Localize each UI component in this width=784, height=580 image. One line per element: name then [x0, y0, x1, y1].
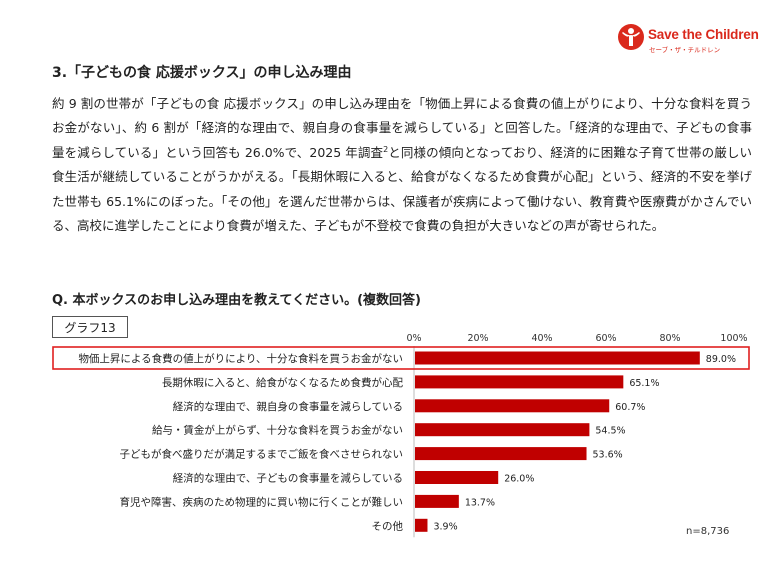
x-tick-label: 20%: [467, 333, 488, 344]
bar: [415, 351, 700, 365]
x-tick-label: 100%: [720, 333, 747, 344]
bar: [415, 375, 624, 389]
highlight-frame: [52, 346, 750, 370]
data-label: 3.9%: [433, 521, 457, 532]
bar: [415, 494, 459, 508]
save-the-children-logo: Save the Children セーブ・ザ・チルドレン: [618, 24, 768, 58]
sample-size-note: n=8,736: [686, 526, 730, 537]
category-label: 育児や障害、疾病のため物理的に買い物に行くことが難しい: [120, 495, 404, 508]
body-paragraph: 約 9 割の世帯が「子どもの食 応援ボックス」の申し込み理由を「物価上昇による食…: [52, 92, 752, 238]
question-heading: Q. 本ボックスのお申し込み理由を教えてください。(複数回答): [52, 293, 421, 308]
bar: [415, 423, 590, 437]
bar: [415, 471, 499, 484]
x-tick-label: 60%: [595, 333, 616, 344]
logo-subtext: セーブ・ザ・チルドレン: [649, 46, 721, 54]
data-label: 65.1%: [629, 378, 659, 389]
data-label: 26.0%: [504, 474, 534, 485]
logo-mark-icon: [618, 24, 644, 50]
category-label: 経済的な理由で、子どもの食事量を減らしている: [173, 472, 403, 485]
body-text-part1: 約 9 割の世帯が「子どもの食 応援ボックス」の申し込み理由を「物価上昇による食…: [52, 96, 752, 160]
data-label: 60.7%: [615, 402, 645, 413]
bar: [415, 518, 428, 532]
x-tick-label: 0%: [406, 333, 421, 344]
footnote-ref: 2: [383, 144, 389, 154]
data-label: 89.0%: [706, 354, 736, 365]
bar: [415, 399, 610, 413]
body-text-part2: と同様の傾向となっており、経済的に困難な子育て世帯の厳しい食生活が継続しているこ…: [52, 144, 752, 234]
data-label: 53.6%: [593, 450, 623, 461]
data-label: 13.7%: [465, 497, 495, 508]
category-label: 経済的な理由で、親自身の食事量を減らしている: [173, 400, 403, 413]
x-tick-label: 40%: [531, 333, 552, 344]
bar: [415, 447, 587, 461]
category-label: 長期休暇に入ると、給食がなくなるため食費が心配: [162, 376, 404, 389]
category-label: その他: [372, 519, 404, 532]
x-tick-label: 80%: [659, 333, 680, 344]
graph-label: グラフ13: [52, 316, 128, 338]
category-label: 子どもが食べ盛りだが満足するまでご飯を食べさせられない: [120, 448, 404, 461]
category-label: 物価上昇による食費の値上がりにより、十分な食料を買うお金がない: [78, 352, 403, 365]
section-title: 3.「子どもの食 応援ボックス」の申し込み理由: [52, 65, 352, 81]
data-label: 54.5%: [595, 426, 625, 437]
logo-text: Save the Children: [648, 27, 759, 42]
category-label: 給与・賃金が上がらず、十分な食料を買うお金がない: [152, 424, 403, 437]
